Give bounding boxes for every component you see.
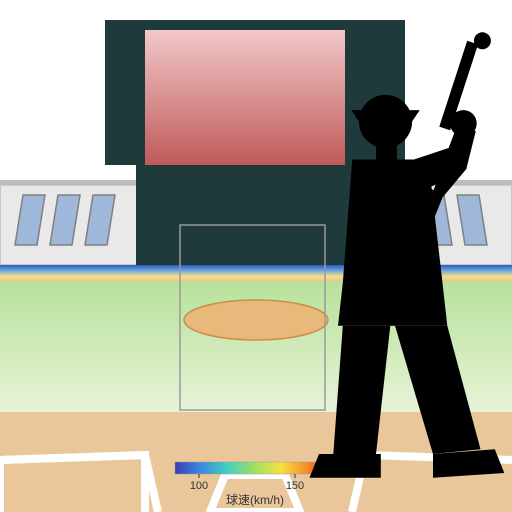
legend-title: 球速(km/h) [226,493,284,507]
legend-tick-label: 100 [190,480,208,492]
pitch-location-diagram: 100 150球速(km/h) [0,0,512,512]
legend-tick-label: 150 [286,480,304,492]
pitchers-mound [184,300,328,340]
